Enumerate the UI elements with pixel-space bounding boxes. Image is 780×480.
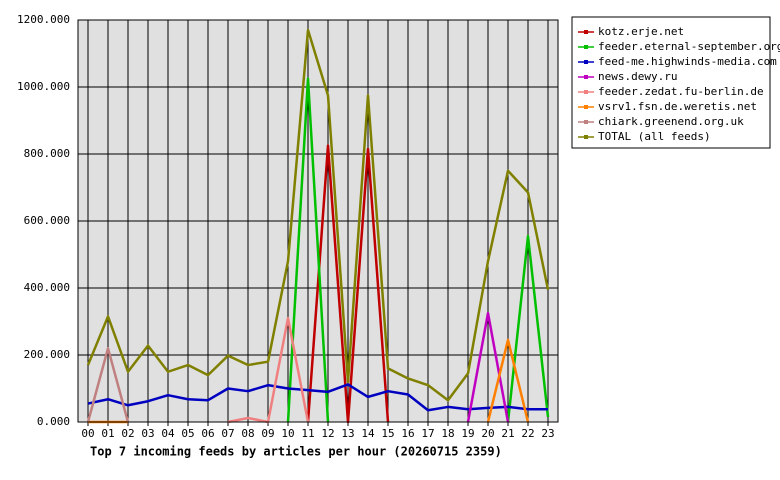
x-tick-label: 02 bbox=[121, 427, 134, 440]
x-tick-label: 13 bbox=[341, 427, 354, 440]
y-tick-label: 400.000 bbox=[24, 281, 70, 294]
x-tick-label: 10 bbox=[281, 427, 294, 440]
legend-marker bbox=[584, 120, 588, 124]
x-tick-label: 17 bbox=[421, 427, 434, 440]
legend-label: kotz.erje.net bbox=[598, 25, 684, 38]
x-tick-label: 05 bbox=[181, 427, 194, 440]
y-tick-label: 1200.000 bbox=[17, 13, 70, 26]
x-tick-label: 18 bbox=[441, 427, 454, 440]
legend-marker bbox=[584, 60, 588, 64]
x-tick-label: 03 bbox=[141, 427, 154, 440]
x-tick-label: 20 bbox=[481, 427, 494, 440]
x-tick-label: 21 bbox=[501, 427, 514, 440]
y-tick-label: 600.000 bbox=[24, 214, 70, 227]
series-line bbox=[86, 347, 130, 423]
legend-label: feeder.zedat.fu-berlin.de bbox=[598, 85, 764, 98]
legend-marker bbox=[584, 105, 588, 109]
x-tick-label: 09 bbox=[261, 427, 274, 440]
x-tick-label: 14 bbox=[361, 427, 375, 440]
x-tick-label: 08 bbox=[241, 427, 254, 440]
x-tick-label: 11 bbox=[301, 427, 314, 440]
x-tick-label: 19 bbox=[461, 427, 474, 440]
x-tick-label: 15 bbox=[381, 427, 394, 440]
legend-label: TOTAL (all feeds) bbox=[598, 130, 711, 143]
legend-marker bbox=[584, 135, 588, 139]
legend-box bbox=[571, 16, 771, 149]
legend-marker bbox=[584, 75, 588, 79]
legend-marker bbox=[584, 30, 588, 34]
legend-label: feeder.eternal-september.org bbox=[598, 40, 780, 53]
x-tick-label: 16 bbox=[401, 427, 414, 440]
chart-title: Top 7 incoming feeds by articles per hou… bbox=[90, 445, 502, 459]
y-tick-label: 0.000 bbox=[37, 415, 70, 428]
x-tick-label: 01 bbox=[101, 427, 114, 440]
legend-label: vsrv1.fsn.de.weretis.net bbox=[598, 100, 757, 113]
x-tick-label: 22 bbox=[521, 427, 534, 440]
x-tick-label: 12 bbox=[321, 427, 334, 440]
x-tick-label: 04 bbox=[161, 427, 175, 440]
legend-label: feed-me.highwinds-media.com bbox=[598, 55, 777, 68]
series-line bbox=[506, 234, 550, 423]
series-line bbox=[466, 311, 510, 423]
y-tick-label: 200.000 bbox=[24, 348, 70, 361]
legend-label: news.dewy.ru bbox=[598, 70, 677, 83]
legend-label: chiark.greenend.org.uk bbox=[598, 115, 744, 128]
series-line bbox=[486, 338, 530, 423]
x-tick-label: 23 bbox=[541, 427, 554, 440]
legend-marker bbox=[584, 90, 588, 94]
series-line bbox=[86, 28, 550, 402]
y-tick-label: 1000.000 bbox=[17, 80, 70, 93]
x-tick-label: 07 bbox=[221, 427, 234, 440]
series-line bbox=[286, 77, 330, 423]
plot-border bbox=[77, 19, 559, 423]
legend-marker bbox=[584, 45, 588, 49]
x-tick-label: 00 bbox=[81, 427, 94, 440]
x-tick-label: 06 bbox=[201, 427, 214, 440]
y-tick-label: 800.000 bbox=[24, 147, 70, 160]
